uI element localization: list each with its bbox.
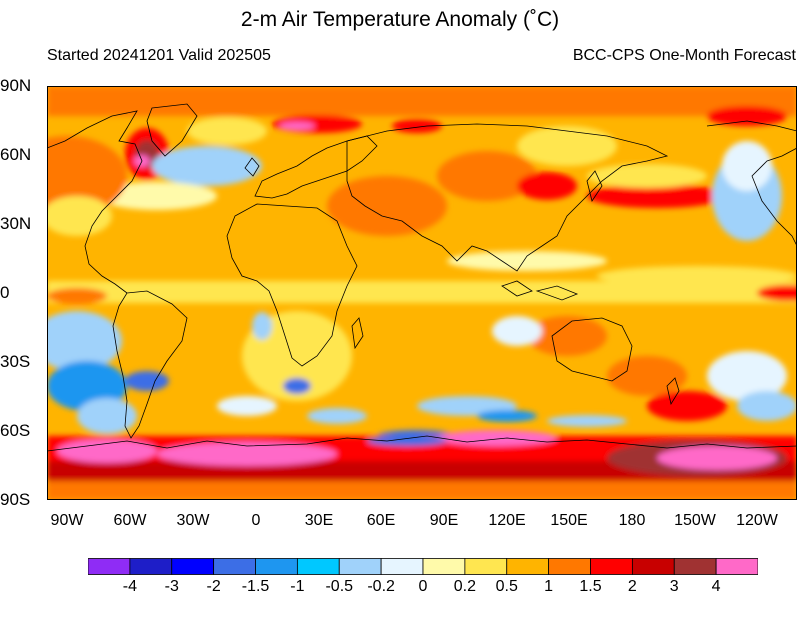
lon-label: 150W <box>674 512 716 529</box>
colorbar-tick-label: -3 <box>164 578 179 595</box>
colorbar-swatch <box>631 558 675 575</box>
anomaly-field <box>47 86 797 500</box>
lon-label: 90E <box>429 512 459 529</box>
lat-label: 30N <box>0 214 32 233</box>
colorbar-tick-label: -0.5 <box>325 578 354 595</box>
colorbar-swatch <box>255 558 298 575</box>
map-frame <box>47 86 797 500</box>
colorbar-swatch <box>88 558 131 575</box>
lon-label: 60W <box>113 512 147 529</box>
lon-label: 90W <box>50 512 84 529</box>
lat-label: 0 <box>0 283 10 302</box>
lat-label: 30S <box>0 352 31 371</box>
lon-label: 30W <box>176 512 210 529</box>
colorbar-tick-label: -1.5 <box>241 578 270 595</box>
colorbar-swatch <box>129 558 173 575</box>
colorbar-tick-label: 0.5 <box>495 578 518 595</box>
lon-label: 0 <box>251 512 261 529</box>
colorbar-tick-label: 3 <box>669 578 679 595</box>
colorbar-tick-label: -1 <box>290 578 305 595</box>
lon-label: 30E <box>304 512 334 529</box>
lat-label: 60S <box>0 421 31 440</box>
colorbar-tick-label: 4 <box>711 578 721 595</box>
lon-label: 60E <box>366 512 396 529</box>
forecast-source: BCC-CPS One-Month Forecast <box>572 47 796 64</box>
lat-label: 90S <box>0 490 31 509</box>
colorbar-swatch <box>590 558 633 575</box>
lon-label: 150E <box>550 512 588 529</box>
colorbar-swatch <box>673 558 717 575</box>
colorbar-tick-label: 1 <box>544 578 554 595</box>
lon-label: 120W <box>736 512 778 529</box>
colorbar-swatch <box>464 558 508 575</box>
lat-label: 90N <box>0 76 32 95</box>
colorbar-swatch <box>548 558 591 575</box>
colorbar-tick-label: -2 <box>206 578 221 595</box>
colorbar-swatch <box>296 558 340 575</box>
map-title: 2-m Air Temperature Anomaly (˚C) <box>240 8 560 31</box>
colorbar <box>88 558 758 575</box>
colorbar-swatch <box>380 558 424 575</box>
lat-label: 60N <box>0 145 32 164</box>
forecast-dates: Started 20241201 Valid 202505 <box>47 47 271 64</box>
colorbar-swatch <box>213 558 256 575</box>
colorbar-swatch <box>715 558 758 575</box>
colorbar-swatch <box>171 558 215 575</box>
colorbar-swatch <box>338 558 382 575</box>
colorbar-tick-label: 1.5 <box>579 578 602 595</box>
temperature-anomaly-map <box>47 86 797 500</box>
colorbar-tick-label: 2 <box>627 578 637 595</box>
lon-label: 180 <box>618 512 646 529</box>
colorbar-tick-label: -4 <box>122 578 137 595</box>
lon-label: 120E <box>488 512 526 529</box>
colorbar-tick-label: -0.2 <box>367 578 395 595</box>
colorbar-tick-label: 0 <box>418 578 428 595</box>
coastlines <box>47 103 797 452</box>
colorbar-swatch <box>422 558 466 575</box>
colorbar-tick-label: 0.2 <box>453 578 476 595</box>
colorbar-swatch <box>506 558 550 575</box>
